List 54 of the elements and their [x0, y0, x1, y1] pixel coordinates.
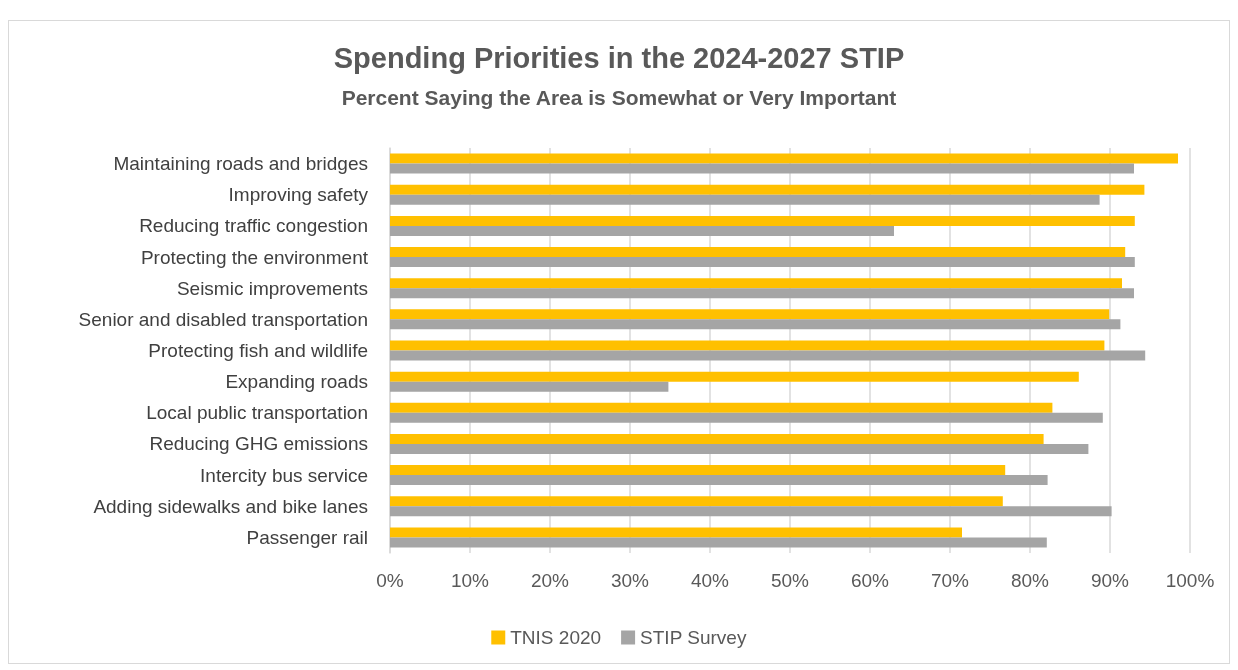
bar: [390, 309, 1110, 320]
chart-subtitle: Percent Saying the Area is Somewhat or Very Important: [341, 86, 897, 109]
y-tick-label: Maintaining roads and bridges: [113, 153, 368, 175]
x-tick-label: 90%: [1090, 570, 1130, 591]
bar: [390, 506, 1112, 517]
bar: [390, 350, 1146, 361]
bar: [390, 278, 1122, 289]
bar: [390, 184, 1145, 195]
bar: [390, 257, 1135, 268]
y-tick-label: Expanding roads: [225, 371, 368, 393]
bar: [390, 537, 1047, 548]
bar: [390, 288, 1134, 299]
bar: [390, 371, 1079, 382]
bar: [390, 443, 1089, 454]
bar: [390, 225, 894, 236]
bar: [390, 412, 1103, 423]
y-tick-label: Local public transportation: [146, 402, 368, 424]
bar: [390, 465, 1006, 476]
bar: [390, 247, 1126, 258]
bar: [390, 496, 1003, 507]
x-tick-label: 60%: [850, 570, 890, 591]
y-tick-label: Reducing GHG emissions: [149, 433, 368, 455]
x-tick-label: 70%: [930, 570, 970, 591]
bar: [390, 215, 1135, 226]
x-tick-label: 10%: [450, 570, 490, 591]
bar: [390, 475, 1048, 486]
y-tick-label: Passenger rail: [246, 526, 368, 548]
bar: [390, 433, 1044, 444]
chart-title: Spending Priorities in the 2024-2027 STIP: [333, 41, 905, 74]
y-tick-label: Reducing traffic congestion: [139, 215, 368, 237]
bar: [390, 402, 1053, 413]
x-tick-label: 100%: [1165, 570, 1215, 591]
legend-label: TNIS 2020: [510, 627, 602, 648]
bar: [390, 527, 962, 538]
x-tick-label: 80%: [1010, 570, 1050, 591]
y-tick-label: Seismic improvements: [176, 277, 368, 299]
y-tick-label: Intercity bus service: [200, 464, 368, 486]
x-tick-label: 50%: [770, 570, 810, 591]
y-tick-label: Improving safety: [228, 184, 369, 206]
bar: [390, 194, 1100, 205]
bar: [390, 153, 1178, 164]
y-tick-label: Protecting fish and wildlife: [148, 340, 368, 361]
y-tick-label: Senior and disabled transportation: [78, 308, 368, 330]
bar: [390, 319, 1121, 330]
x-tick-label: 30%: [610, 570, 650, 591]
x-tick-label: 20%: [530, 570, 570, 591]
y-tick-label: Adding sidewalks and bike lanes: [93, 495, 368, 517]
bar: [390, 163, 1134, 174]
bar: [390, 340, 1105, 351]
legend-label: STIP Survey: [640, 627, 747, 648]
x-tick-label: 40%: [690, 570, 730, 591]
y-tick-label: Protecting the environment: [140, 246, 369, 268]
bar: [390, 381, 669, 392]
x-tick-label: 0%: [376, 570, 404, 591]
